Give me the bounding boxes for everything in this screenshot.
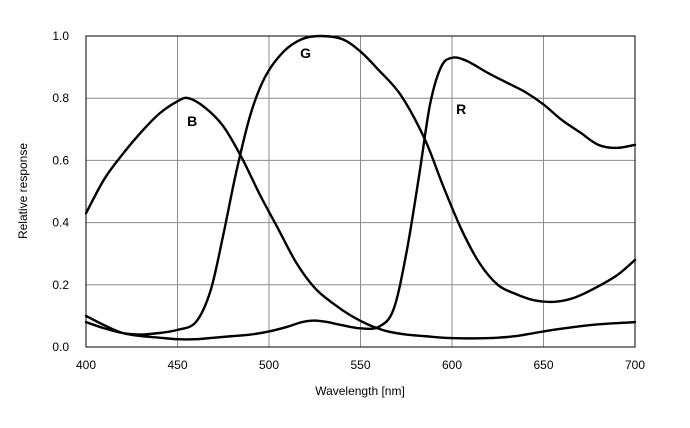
y-tick-label: 0.0 — [52, 340, 69, 354]
x-tick-label: 500 — [259, 358, 279, 372]
series-line-r — [84, 56, 637, 341]
y-tick-label: 0.8 — [52, 91, 69, 105]
x-tick-label: 400 — [76, 358, 96, 372]
x-tick-label: 700 — [625, 358, 645, 372]
x-tick-label: 650 — [533, 358, 553, 372]
grid-lines — [85, 35, 636, 348]
series-labels: B G R — [187, 45, 466, 129]
series-lines — [84, 34, 637, 341]
x-tick-label: 450 — [167, 358, 187, 372]
x-axis-title: Wavelength [nm] — [315, 384, 405, 398]
plot-area-frame — [85, 35, 636, 348]
x-tick-label: 550 — [350, 358, 370, 372]
y-tick-label: 0.4 — [52, 216, 69, 230]
series-label-g: G — [300, 45, 311, 61]
y-axis-tick-labels: 0.0 0.2 0.4 0.6 0.8 1.0 — [52, 29, 69, 354]
series-label-r: R — [456, 101, 466, 117]
series-line-b — [84, 96, 637, 340]
series-label-b: B — [187, 113, 197, 129]
y-tick-label: 0.6 — [52, 153, 69, 167]
y-tick-label: 0.2 — [52, 278, 69, 292]
series-line-g — [84, 34, 637, 336]
y-axis-title: Relative response — [16, 143, 30, 239]
x-tick-label: 600 — [442, 358, 462, 372]
x-axis-tick-labels: 400 450 500 550 600 650 700 — [76, 358, 645, 372]
y-tick-label: 1.0 — [52, 29, 69, 43]
